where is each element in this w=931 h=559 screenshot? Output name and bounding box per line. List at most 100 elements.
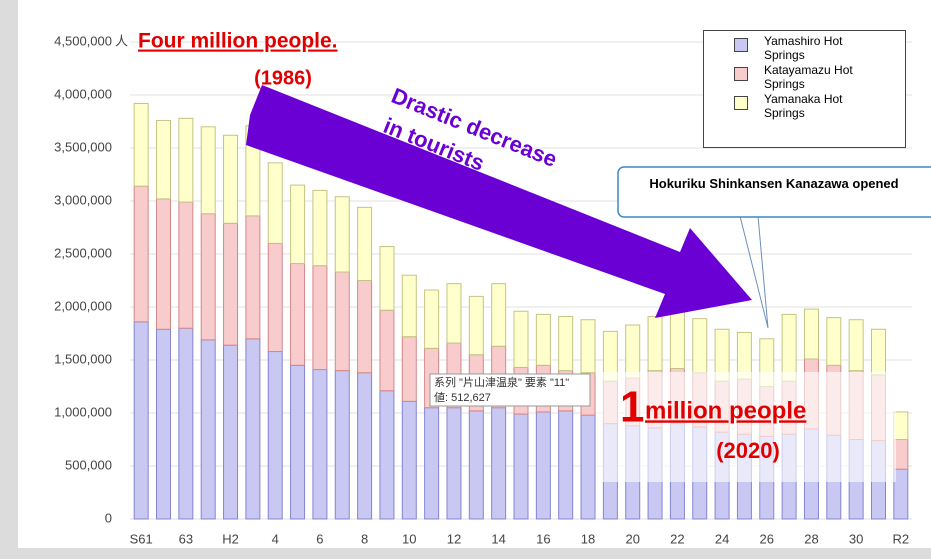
bar-segment [267,242,283,353]
bar-segment [357,206,373,281]
y-tick-label: 3,000,000 [54,192,112,207]
bar-segment [446,407,462,520]
bar-segment [446,283,462,344]
bar-segment [267,162,283,244]
bar-segment [848,319,864,372]
y-tick-label: 0 [105,510,112,525]
x-tick-label: 24 [715,531,729,546]
y-tick-label: 1,000,000 [54,404,112,419]
legend-swatch [734,96,748,110]
bar-segment [156,198,172,330]
bar-segment [357,280,373,374]
callout-box [617,166,931,218]
x-tick-label: 22 [670,531,684,546]
bar-segment [625,324,641,379]
bar-segment [692,318,708,374]
y-tick-label: 2,000,000 [54,298,112,313]
bar-segment [223,222,239,346]
x-tick-label: S61 [130,531,153,546]
legend-label: Yamanaka Hot Springs [764,92,843,120]
x-tick-label: 14 [491,531,505,546]
label-backdrop [596,372,896,482]
bar-segment [267,351,283,520]
x-tick-label: 10 [402,531,416,546]
bar-segment [401,336,417,402]
x-tick-label: H2 [222,531,239,546]
bar-segment [357,372,373,520]
bar-segment [334,271,350,372]
bar-segment [379,390,395,520]
legend-item: Yamanaka Hot Springs [710,92,899,120]
bar-segment [468,410,484,520]
bar-segment [580,319,596,374]
legend-item: Katayamazu Hot Springs [710,63,899,91]
bar-segment [803,308,819,360]
bar-segment [424,289,440,349]
bar-segment [647,316,663,372]
y-tick-label: 4,500,000 [54,33,112,48]
legend-swatch [734,67,748,81]
bar-segment [290,263,306,366]
bar-segment [513,310,529,368]
bar-segment [401,274,417,338]
legend-swatch [734,38,748,52]
x-tick-label: R2 [893,531,910,546]
legend-label: Yamashiro Hot Springs [764,34,843,62]
x-tick-label: 16 [536,531,550,546]
x-tick-label: 30 [849,531,863,546]
bar-segment [312,369,328,520]
callout-text: Hokuriku Shinkansen Kanazawa opened [649,176,899,191]
x-tick-label: 26 [760,531,774,546]
bar-segment [133,321,149,520]
bar-segment [223,344,239,520]
bar-segment [491,283,507,347]
bar-segment [379,246,395,311]
x-tick-label: 18 [581,531,595,546]
x-tick-label: 12 [447,531,461,546]
bar-segment [312,189,328,267]
bar-segment [558,316,574,372]
low-number: 1 [620,383,644,432]
decrease-arrow [246,85,752,318]
x-tick-label: 28 [804,531,818,546]
bar-segment [290,364,306,520]
y-tick-label: 2,500,000 [54,245,112,260]
legend-label: Katayamazu Hot Springs [764,63,853,91]
legend-item: Yamashiro Hot Springs [710,34,899,62]
x-tick-label: 8 [361,531,368,546]
bar-segment [535,313,551,366]
bar-segment [870,328,886,376]
y-tick-label: 3,500,000 [54,139,112,154]
bar-segment [290,184,306,265]
bar-segment [133,102,149,187]
bar-segment [401,400,417,520]
bar-segment [312,265,328,371]
low-label: million people [645,397,806,424]
low-year: (2020) [716,438,780,463]
tooltip-text: 系列 "片山津温泉" 要素 "11" [434,375,569,389]
bar-segment [223,134,239,224]
bar-segment [580,414,596,520]
callout-pointer [739,215,769,329]
peak-year: (1986) [254,67,312,89]
bar-segment [200,339,216,520]
y-tick-label: 4,000,000 [54,86,112,101]
bar-segment [468,295,484,356]
tooltip-box [429,373,591,407]
bar-segment [178,327,194,520]
peak-label: Four million people. [138,30,338,53]
bar-segment [669,310,685,369]
bar-segment [245,215,261,340]
x-tick-label: 6 [316,531,323,546]
bar-segment [178,117,194,203]
bar-segment [200,126,216,215]
bar-segment [178,201,194,329]
bar-segment [513,413,529,520]
y-tick-label: 500,000 [65,457,112,472]
x-tick-label: 63 [179,531,193,546]
bar-segment [156,119,172,200]
legend: Yamashiro Hot Springs Katayamazu Hot Spri… [703,30,906,148]
bar-segment [133,185,149,323]
bar-segment [245,338,261,520]
